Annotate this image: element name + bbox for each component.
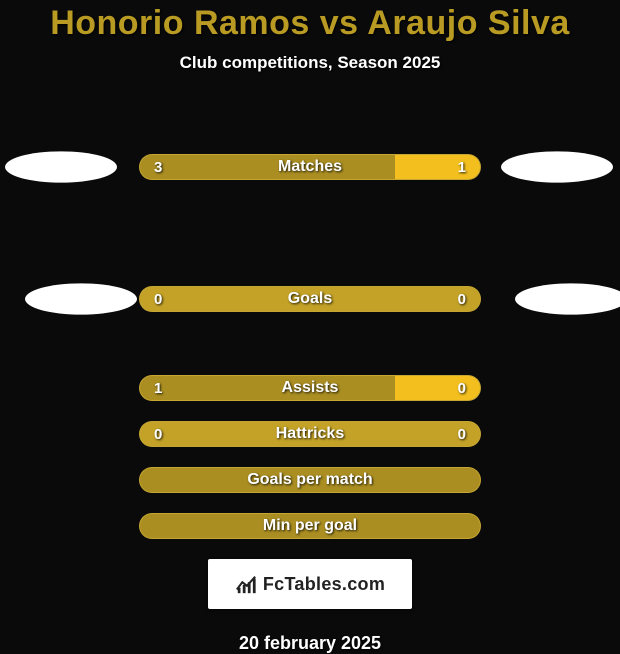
subtitle: Club competitions, Season 2025 bbox=[180, 53, 441, 73]
stat-bar: Min per goal bbox=[139, 513, 481, 539]
stat-label: Hattricks bbox=[140, 422, 480, 446]
stat-label: Assists bbox=[140, 376, 480, 400]
avatar-slot-left bbox=[25, 243, 137, 355]
stat-row: 31Matches bbox=[0, 111, 620, 223]
stat-label: Goals per match bbox=[140, 468, 480, 492]
stat-bar: 00Goals bbox=[139, 286, 481, 312]
vs-separator: vs bbox=[320, 4, 368, 42]
logo-text: FcTables.com bbox=[263, 574, 385, 595]
stat-row: 00Hattricks bbox=[0, 421, 620, 447]
stat-label: Goals bbox=[140, 287, 480, 311]
stat-bar: 10Assists bbox=[139, 375, 481, 401]
stat-bar: 31Matches bbox=[139, 154, 481, 180]
stat-row: Goals per match bbox=[0, 467, 620, 493]
player-avatar-left bbox=[5, 151, 117, 182]
chart-icon bbox=[235, 573, 257, 595]
stat-label: Min per goal bbox=[140, 514, 480, 538]
avatar-slot-left bbox=[5, 111, 117, 223]
fctables-logo[interactable]: FcTables.com bbox=[208, 559, 412, 609]
stat-row: 10Assists bbox=[0, 375, 620, 401]
stats-card: Honorio Ramos vs Araujo Silva Club compe… bbox=[0, 0, 620, 654]
stat-row: 00Goals bbox=[0, 243, 620, 355]
player-avatar-right bbox=[515, 283, 620, 314]
avatar-slot-right bbox=[501, 111, 613, 223]
page-title: Honorio Ramos vs Araujo Silva bbox=[50, 4, 570, 43]
player-left-name: Honorio Ramos bbox=[50, 4, 310, 42]
stat-row: Min per goal bbox=[0, 513, 620, 539]
avatar-slot-right bbox=[515, 243, 620, 355]
stat-bar: 00Hattricks bbox=[139, 421, 481, 447]
stat-label: Matches bbox=[140, 155, 480, 179]
player-right-name: Araujo Silva bbox=[367, 4, 570, 42]
player-avatar-left bbox=[25, 283, 137, 314]
footer-date: 20 february 2025 bbox=[239, 633, 381, 654]
player-avatar-right bbox=[501, 151, 613, 182]
stats-rows: 31Matches 00Goals 10Assists 00Hattricks Goal… bbox=[0, 111, 620, 539]
stat-bar: Goals per match bbox=[139, 467, 481, 493]
